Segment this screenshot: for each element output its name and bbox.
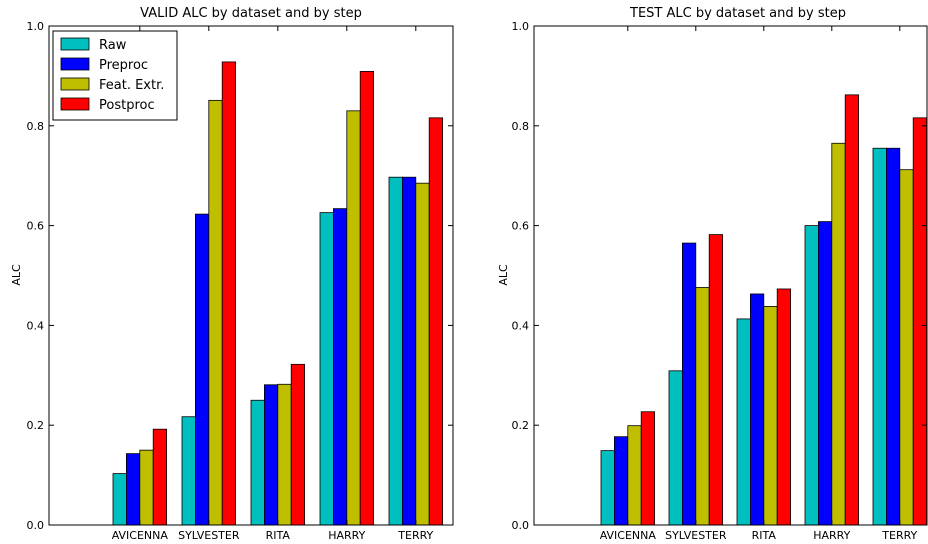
test-bar-rita-preproc	[750, 293, 765, 526]
test-bar-sylvester-raw	[668, 370, 683, 526]
test-y-axis-label: ALC	[497, 264, 510, 286]
valid-bar-avicenna-raw	[112, 473, 127, 526]
valid-bar-sylvester-postproc	[221, 61, 236, 526]
test-bar-harry-raw	[804, 225, 819, 526]
test-bar-harry-feat-extr	[831, 142, 846, 526]
test-y-tick-label: 0.8	[512, 120, 530, 133]
test-x-tick-label-harry: HARRY	[813, 529, 850, 542]
valid-x-tick-label-sylvester: SYLVESTER	[178, 529, 240, 542]
valid-bar-avicenna-preproc	[126, 453, 141, 526]
test-x-tick-label-terry: TERRY	[881, 529, 917, 542]
legend-swatch-feat-extr	[60, 77, 90, 91]
valid-bar-rita-postproc	[290, 363, 306, 526]
test-alc-chart: TEST ALC by dataset and by step ALC 0.00…	[497, 6, 928, 542]
legend-swatch-postproc	[60, 97, 90, 111]
valid-bar-terry-feat-extr	[415, 182, 430, 526]
test-chart-title: TEST ALC by dataset and by step	[629, 6, 846, 21]
test-x-tick-label-avicenna: AVICENNA	[600, 529, 657, 542]
valid-alc-chart: VALID ALC by dataset and by step ALC 0.0…	[10, 6, 454, 542]
valid-bar-harry-raw	[319, 212, 334, 526]
test-bar-terry-raw	[872, 147, 887, 526]
valid-bar-rita-raw	[250, 399, 265, 526]
valid-bar-rita-preproc	[263, 384, 279, 526]
valid-bar-harry-feat-extr	[346, 110, 361, 526]
legend-label-feat-extr: Feat. Extr.	[99, 78, 164, 93]
valid-bar-harry-preproc	[332, 208, 348, 526]
valid-y-tick-label: 1.0	[27, 20, 45, 33]
legend-label-raw: Raw	[99, 38, 127, 53]
valid-x-tick-label-harry: HARRY	[328, 529, 365, 542]
test-bar-avicenna-postproc	[640, 411, 656, 526]
valid-bars	[112, 61, 444, 526]
valid-bar-avicenna-postproc	[152, 428, 167, 526]
test-y-tick-label: 1.0	[512, 20, 530, 33]
valid-y-tick-label: 0.8	[27, 120, 45, 133]
valid-y-tick-label: 0.2	[27, 419, 45, 432]
valid-bar-terry-raw	[388, 176, 403, 526]
test-y-tick-label: 0.4	[512, 319, 530, 332]
valid-bar-sylvester-preproc	[194, 213, 210, 526]
test-y-ticks: 0.0 0.2 0.4 0.6 0.8 1.0	[512, 20, 927, 532]
valid-bar-rita-feat-extr	[277, 383, 292, 526]
test-plot-frame	[533, 25, 928, 526]
test-bar-sylvester-preproc	[682, 242, 697, 526]
test-bar-sylvester-feat-extr	[695, 287, 710, 526]
test-bar-sylvester-postproc	[708, 234, 724, 526]
valid-bar-harry-postproc	[359, 71, 375, 526]
valid-bar-terry-postproc	[428, 117, 444, 526]
test-bar-harry-preproc	[818, 221, 833, 526]
valid-x-tick-label-avicenna: AVICENNA	[112, 529, 169, 542]
test-y-tick-label: 0.2	[512, 419, 530, 432]
legend-swatch-raw	[60, 37, 90, 51]
valid-y-tick-label: 0.6	[27, 220, 45, 233]
valid-y-axis-label: ALC	[10, 264, 23, 286]
legend-label-preproc: Preproc	[99, 58, 148, 73]
legend-label-postproc: Postproc	[99, 98, 155, 113]
test-bar-avicenna-preproc	[614, 436, 629, 526]
test-x-tick-label-rita: RITA	[752, 529, 777, 542]
valid-plot-frame	[48, 25, 454, 526]
valid-chart-title: VALID ALC by dataset and by step	[140, 6, 362, 21]
test-bar-terry-feat-extr	[899, 169, 914, 526]
valid-x-ticks: AVICENNA SYLVESTER RITA HARRY TERRY	[112, 26, 434, 542]
test-x-tick-label-sylvester: SYLVESTER	[665, 529, 727, 542]
test-bar-terry-preproc	[886, 147, 901, 526]
valid-bar-sylvester-feat-extr	[208, 99, 223, 526]
test-bar-harry-postproc	[844, 94, 860, 526]
test-bar-terry-postproc	[912, 117, 928, 526]
test-bar-avicenna-feat-extr	[627, 425, 642, 526]
valid-x-tick-label-rita: RITA	[266, 529, 291, 542]
test-x-ticks: AVICENNA SYLVESTER RITA HARRY TERRY	[600, 26, 918, 542]
test-bar-rita-feat-extr	[763, 306, 778, 526]
test-y-tick-label: 0.6	[512, 220, 530, 233]
valid-bar-avicenna-feat-extr	[139, 449, 154, 526]
valid-bar-terry-preproc	[401, 176, 417, 526]
test-bar-rita-postproc	[776, 288, 792, 526]
test-bars	[600, 94, 928, 526]
valid-y-tick-label: 0.0	[27, 519, 45, 532]
test-y-tick-label: 0.0	[512, 519, 530, 532]
legend-swatch-preproc	[60, 57, 90, 71]
valid-bar-sylvester-raw	[181, 416, 196, 526]
valid-legend: Raw Preproc Feat. Extr. Postproc	[52, 30, 178, 121]
test-bar-rita-raw	[736, 318, 751, 526]
valid-x-tick-label-terry: TERRY	[397, 529, 433, 542]
valid-y-tick-label: 0.4	[27, 319, 45, 332]
valid-y-ticks: 0.0 0.2 0.4 0.6 0.8 1.0	[27, 20, 453, 532]
test-bar-avicenna-raw	[600, 450, 615, 526]
